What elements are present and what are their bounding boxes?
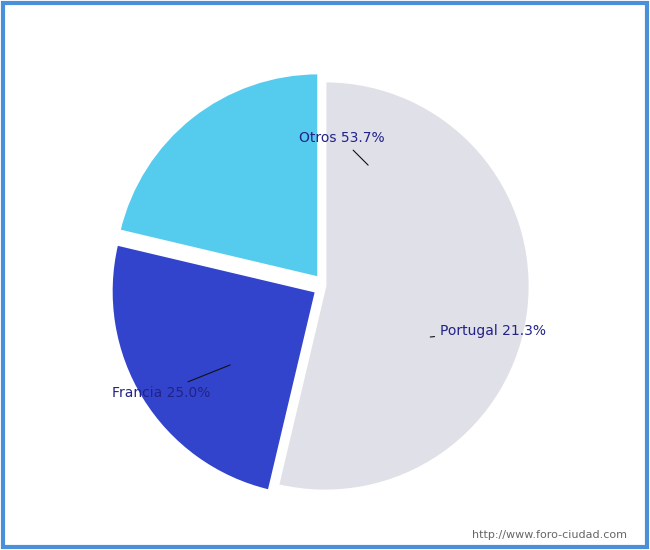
Wedge shape <box>278 81 530 491</box>
Wedge shape <box>119 73 318 278</box>
Text: Caminomorisco - Turistas extranjeros según país - Agosto de 2024: Caminomorisco - Turistas extranjeros seg… <box>58 24 592 40</box>
Text: http://www.foro-ciudad.com: http://www.foro-ciudad.com <box>473 530 627 540</box>
Text: Portugal 21.3%: Portugal 21.3% <box>430 324 546 338</box>
Wedge shape <box>111 244 317 491</box>
Text: Francia 25.0%: Francia 25.0% <box>112 365 230 400</box>
Text: Otros 53.7%: Otros 53.7% <box>298 131 384 165</box>
